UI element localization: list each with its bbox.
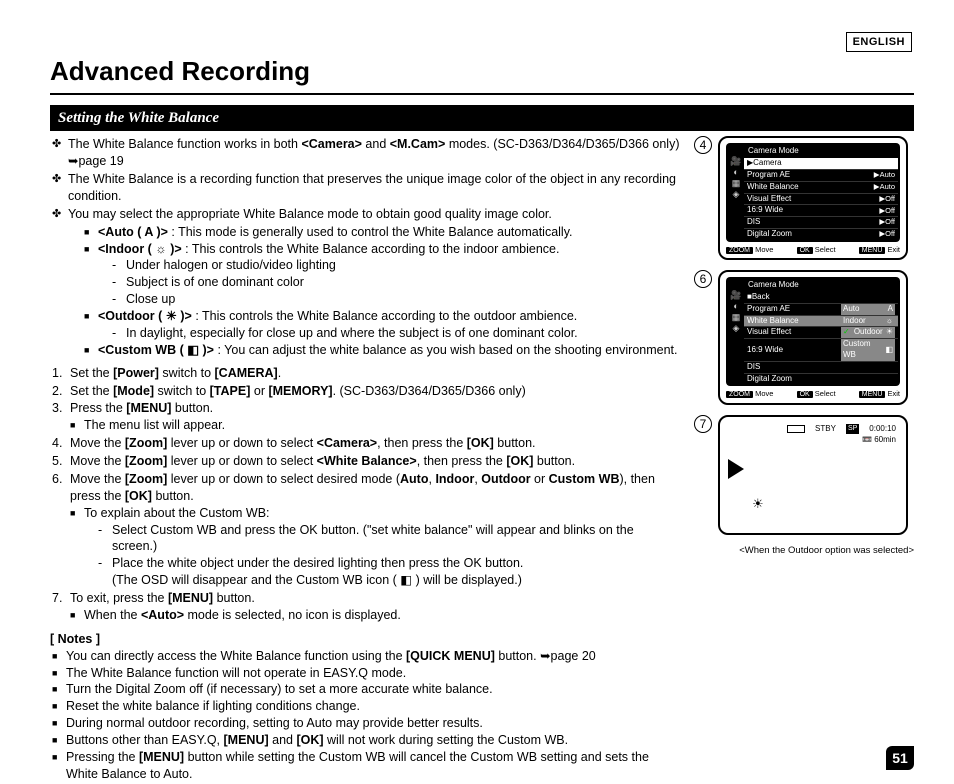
- note-item: You can directly access the White Balanc…: [52, 648, 680, 665]
- step-sub: The menu list will appear.: [70, 417, 680, 434]
- osd4-selected: ▶Camera: [744, 158, 898, 169]
- osd6-footer: ZOOM Move OK Select MENU Exit: [726, 389, 900, 399]
- osd6-back: ■Back: [744, 292, 898, 303]
- mode-item: <Custom WB ( ◧ )> : You can adjust the w…: [84, 342, 680, 359]
- intro-bullet: The White Balance function works in both…: [52, 136, 680, 170]
- step-item: 5.Move the [Zoom] lever up or down to se…: [52, 453, 680, 470]
- mode-item: <Indoor ( ☼ )> : This controls the White…: [84, 241, 680, 309]
- note-item: The White Balance function will not oper…: [52, 665, 680, 682]
- step-sub-dash: Select Custom WB and press the OK button…: [98, 522, 680, 556]
- section-title: Setting the White Balance: [50, 105, 914, 131]
- mode-sub: Subject is of one dominant color: [112, 274, 680, 291]
- osd-menu-item: Visual Effect✓Outdoor☀: [744, 326, 898, 338]
- osd-menu-item: 16:9 Wide▶Off: [744, 204, 898, 216]
- note-item: Buttons other than EASY.Q, [MENU] and [O…: [52, 732, 680, 749]
- osd-menu-item: White Balance▶Auto: [744, 181, 898, 193]
- step-item: 6.Move the [Zoom] lever up or down to se…: [52, 471, 680, 589]
- mode-sub: In daylight, especially for close up and…: [112, 325, 680, 342]
- note-item: Reset the white balance if lighting cond…: [52, 698, 680, 715]
- time-label: 0:00:10: [869, 424, 896, 435]
- mode-item: <Outdoor ( ☀ )> : This controls the Whit…: [84, 308, 680, 342]
- play-icon: [728, 459, 744, 479]
- stby-label: STBY: [815, 424, 836, 435]
- step-sub: When the <Auto> mode is selected, no ico…: [70, 607, 680, 624]
- osd-menu-item: 16:9 WideCustom WB◧: [744, 338, 898, 361]
- note-item: During normal outdoor recording, setting…: [52, 715, 680, 732]
- osd-menu-item: Program AE▶Auto: [744, 169, 898, 181]
- language-tag: ENGLISH: [846, 32, 912, 52]
- intro-bullet: The White Balance is a recording functio…: [52, 171, 680, 205]
- osd-panel-6: 🎥◐▦◈ Camera Mode ■Back Program AEAutoAWh…: [718, 270, 908, 405]
- step-item: 7.To exit, press the [MENU] button.When …: [52, 590, 680, 624]
- note-item: Pressing the [MENU] button while setting…: [52, 749, 680, 783]
- osd-menu-item: Digital Zoom▶Off: [744, 228, 898, 240]
- osd-menu-item: White BalanceIndoor☼: [744, 315, 898, 327]
- osd-panel-7: STBY SP 0:00:10 📼 60min ☀: [718, 415, 908, 535]
- step-item: 2.Set the [Mode] switch to [TAPE] or [ME…: [52, 383, 680, 400]
- panel7-caption: <When the Outdoor option was selected>: [694, 545, 914, 558]
- main-text-column: The White Balance function works in both…: [50, 136, 684, 782]
- notes-header: [ Notes ]: [50, 631, 680, 648]
- page-title: Advanced Recording: [50, 54, 914, 95]
- step-circle-7: 7: [694, 415, 712, 433]
- step-item: 1.Set the [Power] switch to [CAMERA].: [52, 365, 680, 382]
- step-circle-6: 6: [694, 270, 712, 288]
- mode-sub: Under halogen or studio/video lighting: [112, 257, 680, 274]
- outdoor-icon: ☀: [752, 495, 764, 513]
- remain-label: 📼 60min: [726, 435, 900, 446]
- mode-item: <Auto ( A )> : This mode is generally us…: [84, 224, 680, 241]
- step-circle-4: 4: [694, 136, 712, 154]
- osd-panel-4: 🎥◐▦◈ Camera Mode ▶Camera Program AE▶Auto…: [718, 136, 908, 260]
- osd-menu-item: DIS▶Off: [744, 216, 898, 228]
- page-number: 51: [886, 746, 914, 770]
- note-item: Turn the Digital Zoom off (if necessary)…: [52, 681, 680, 698]
- mode-sub: Close up: [112, 291, 680, 308]
- osd-menu-item: Digital Zoom: [744, 373, 898, 385]
- osd4-footer: ZOOM Move OK Select MENU Exit: [726, 245, 900, 255]
- osd-menu-item: DIS: [744, 361, 898, 373]
- step-sub: To explain about the Custom WB:Select Cu…: [70, 505, 680, 589]
- right-panels-column: 4 🎥◐▦◈ Camera Mode ▶Camera Program AE▶Au…: [694, 136, 914, 782]
- sp-label: SP: [846, 424, 859, 433]
- osd6-title: Camera Mode: [748, 280, 799, 291]
- intro-bullet: You may select the appropriate White Bal…: [52, 206, 680, 223]
- step-item: 3.Press the [MENU] button.The menu list …: [52, 400, 680, 434]
- step-item: 4.Move the [Zoom] lever up or down to se…: [52, 435, 680, 452]
- osd-menu-item: Visual Effect▶Off: [744, 193, 898, 205]
- osd-menu-item: Program AEAutoA: [744, 303, 898, 315]
- battery-icon: [787, 425, 805, 433]
- step-sub-dash: Place the white object under the desired…: [98, 555, 680, 589]
- osd4-title: Camera Mode: [748, 146, 799, 157]
